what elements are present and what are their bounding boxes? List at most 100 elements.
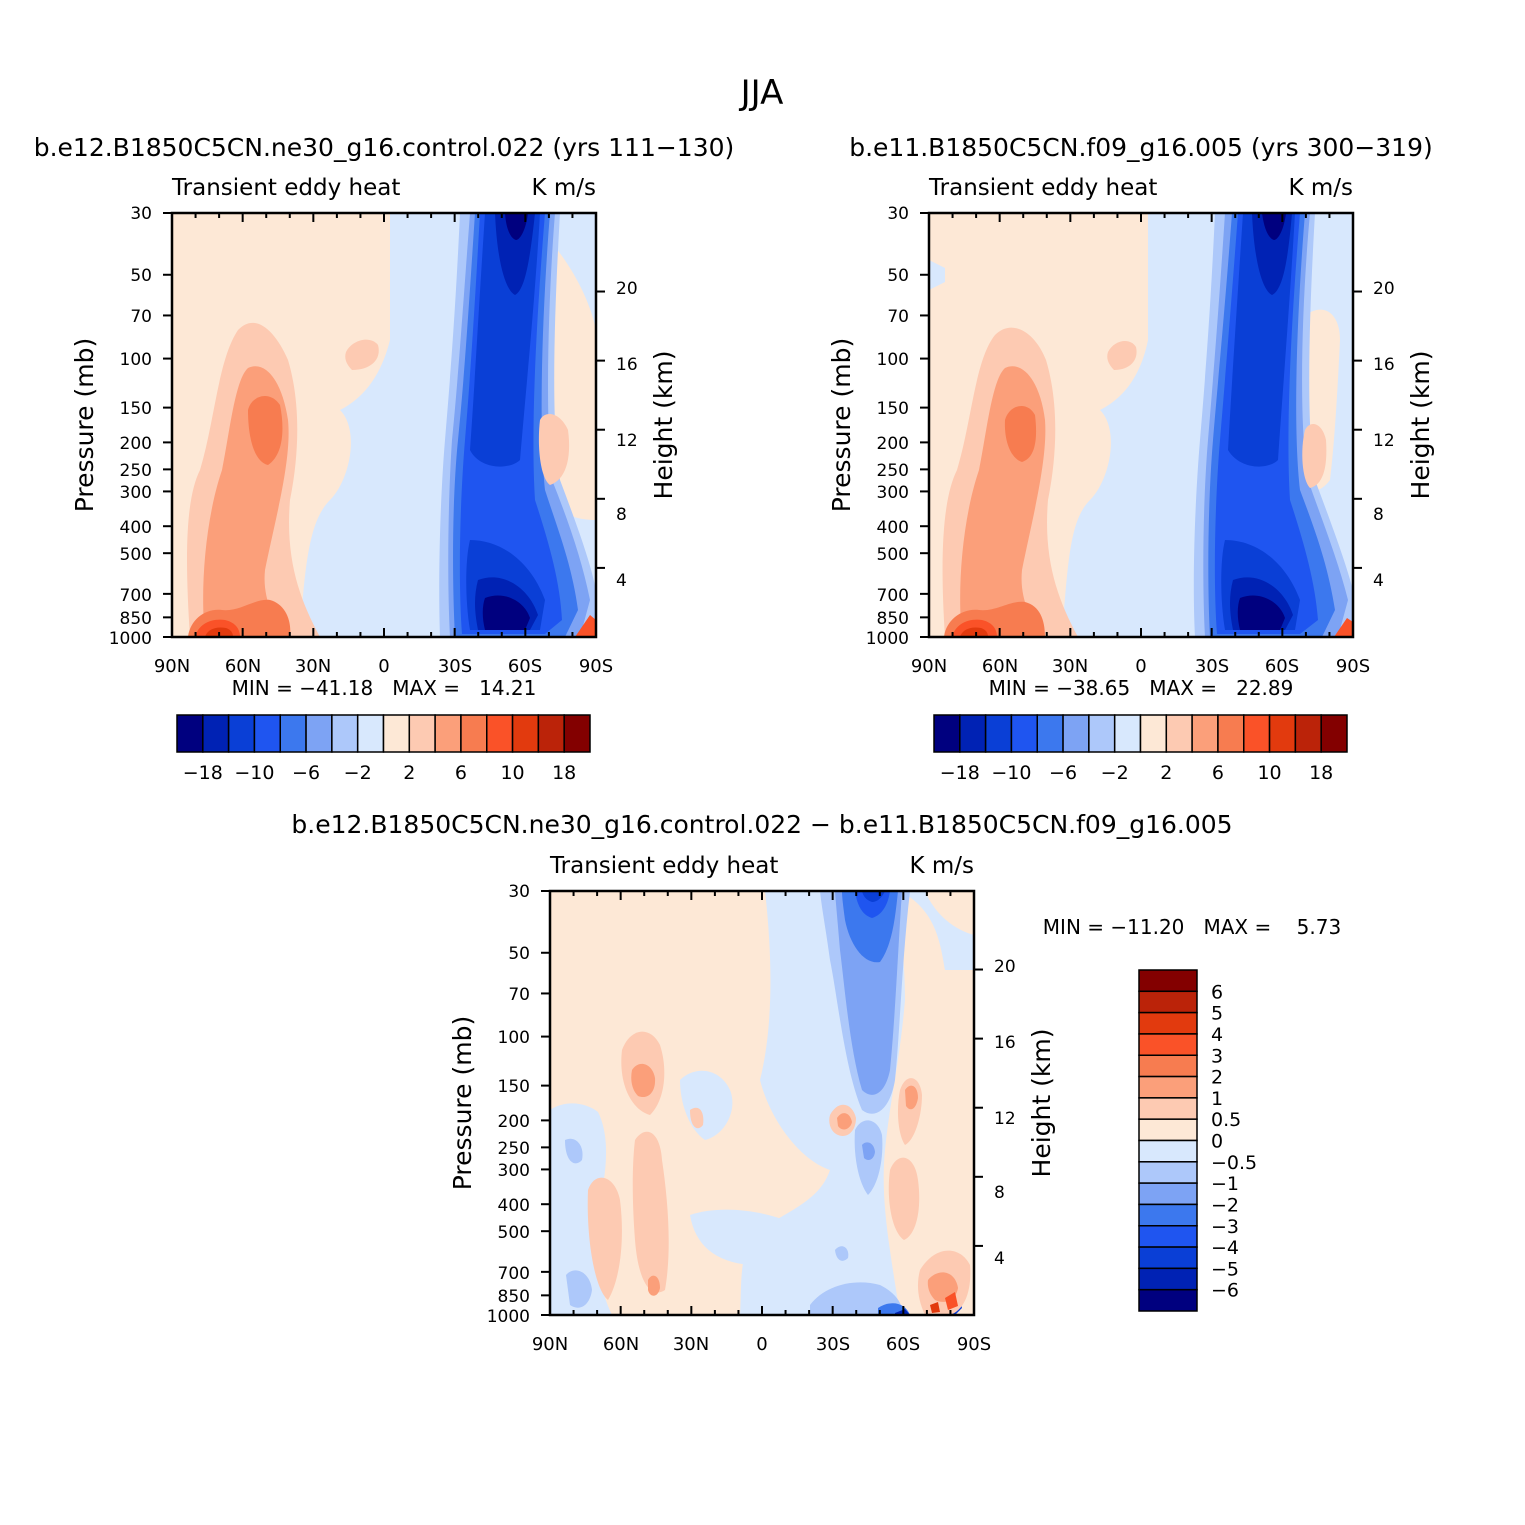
panel-2-x-tick-label: 30S [1195,656,1229,677]
colorbar-swatch [279,714,307,753]
panel-2-x-tick-label: 90N [911,656,947,677]
panel-3-y-tick-label: 400 [498,1196,530,1216]
panel-1-y-tick-label: 30 [130,204,152,224]
panel-1-y2-tick-label: 12 [616,431,638,451]
panel-1-title: b.e12.B1850C5CN.ne30_g16.control.022 (yr… [34,133,735,162]
colorbar-label: −1 [1211,1173,1239,1195]
colorbar-swatch [1191,714,1219,753]
panel-2-x-axis: 90N 60N 30N 0 30S 60S 90S [911,656,1370,677]
panel-2-title: b.e11.B1850C5CN.f09_g16.005 (yrs 300−319… [849,133,1433,162]
panel-1-ticks [163,212,605,638]
panel-2-colorbar: −18 −10 −6 −2 2 6 10 18 [933,714,1348,784]
colorbar-label: −18 [940,762,980,784]
panel-3-y2-tick-label: 20 [994,957,1016,977]
panel-3-y-tick-label: 250 [498,1139,530,1159]
colorbar-swatch [176,714,204,753]
panel-1-y2-tick-label: 20 [616,279,638,299]
panel-1-y-tick-label: 150 [120,399,152,419]
colorbar-swatch [434,714,462,753]
colorbar-label: −6 [292,762,320,784]
panel-3-x-tick-label: 30N [673,1334,709,1355]
colorbar-swatch [202,714,230,753]
panel-3-y-axis: 30 50 70 100 150 200 250 300 400 500 700… [487,882,530,1327]
colorbar-label: −3 [1211,1216,1239,1238]
colorbar-label: 0 [1211,1131,1223,1153]
panel-1-y-tick-label: 50 [130,266,152,286]
panel-1-y-tick-label: 200 [120,434,152,454]
panel-2-y-tick-label: 250 [877,461,909,481]
colorbar-swatch [460,714,488,753]
panel-1-x-tick-label: 30S [438,656,472,677]
panel-2-y-tick-label: 100 [877,350,909,370]
panel-1-subtitle-right: K m/s [531,175,596,201]
colorbar-swatch [1138,1182,1198,1206]
panel-3-x-tick-label: 90N [532,1334,568,1355]
panel-3-y2-axis: 4 8 12 16 20 [994,957,1016,1269]
panel-2-x-tick-label: 0 [1135,656,1146,677]
panel-2-y-tick-label: 400 [877,518,909,538]
colorbar-swatch [1036,714,1064,753]
panel-3-y-tick-label: 1000 [487,1307,530,1327]
colorbar-swatch [486,714,514,753]
panel-3-x-axis: 90N 60N 30N 0 30S 60S 90S [532,1334,991,1355]
panel-1-x-tick-label: 90S [579,656,613,677]
colorbar-label: −2 [1211,1194,1239,1216]
panel-2-subtitle-right: K m/s [1288,175,1353,201]
panel-1-y-tick-label: 300 [120,483,152,503]
panel-1-y-tick-label: 850 [120,609,152,629]
panel-2-y-tick-label: 700 [877,586,909,606]
panel-2-x-tick-label: 90S [1336,656,1370,677]
panel-3-ticks [541,890,983,1316]
panel-1-y-axis: 30 50 70 100 150 200 250 300 400 500 700… [109,204,152,649]
colorbar-label: 10 [500,762,524,784]
colorbar-swatch [331,714,359,753]
colorbar-label: 6 [455,762,467,784]
colorbar-swatch [1165,714,1193,753]
panel-2-y2-tick-label: 4 [1373,571,1384,591]
panel-3-y2-tick-label: 8 [994,1183,1005,1203]
panel-3-y2-tick-label: 16 [994,1033,1016,1053]
panel-2-y2-axis-label: Height (km) [1406,351,1435,500]
panel-2-y-axis: 30 50 70 100 150 200 250 300 400 500 700… [866,204,909,649]
panel-1: b.e12.B1850C5CN.ne30_g16.control.022 (yr… [34,133,735,784]
panel-3-y2-tick-label: 12 [994,1109,1016,1129]
colorbar-swatch [1138,1097,1198,1120]
colorbar-swatch [537,714,565,753]
panel-3-y-tick-label: 200 [498,1112,530,1132]
panel-2-y-tick-label: 30 [887,204,909,224]
colorbar-swatch [1088,714,1116,753]
colorbar-swatch [1138,1118,1198,1142]
panel-3-x-tick-label: 30S [816,1334,850,1355]
panel-3-contour-field [550,891,974,1315]
panel-3-y-tick-label: 100 [498,1028,530,1048]
panel-3-y-tick-label: 150 [498,1077,530,1097]
colorbar-label: −6 [1211,1280,1239,1302]
colorbar-swatch [382,714,411,753]
colorbar-swatch [1294,714,1322,753]
colorbar-label: 18 [552,762,576,784]
colorbar-label: 4 [1211,1024,1223,1046]
colorbar-swatch [1138,1033,1198,1056]
colorbar-label: 2 [403,762,415,784]
panel-2-x-tick-label: 60S [1265,656,1299,677]
panel-3-y2-axis-label: Height (km) [1027,1029,1056,1178]
panel-2-y-tick-label: 500 [877,545,909,565]
panel-1-y-tick-label: 1000 [109,629,152,649]
panel-3-x-tick-label: 60S [886,1334,920,1355]
colorbar-swatch [1138,1161,1198,1184]
panel-2-y-tick-label: 200 [877,434,909,454]
colorbar-swatch [1138,1075,1198,1099]
panel-1-y-axis-label: Pressure (mb) [70,338,99,512]
panel-2-y2-tick-label: 16 [1373,355,1395,375]
panel-1-x-tick-label: 30N [295,656,331,677]
panel-2-x-tick-label: 30N [1052,656,1088,677]
panel-3-x-tick-label: 60N [603,1334,639,1355]
panel-1-min-max: MIN = −41.18 MAX = 14.21 [232,676,537,700]
colorbar-label: −18 [183,762,223,784]
panel-3-y-tick-label: 300 [498,1161,530,1181]
colorbar-swatch [959,714,987,753]
colorbar-swatch [1138,1011,1198,1035]
colorbar-swatch [253,714,281,753]
colorbar-label: −4 [1211,1237,1239,1259]
